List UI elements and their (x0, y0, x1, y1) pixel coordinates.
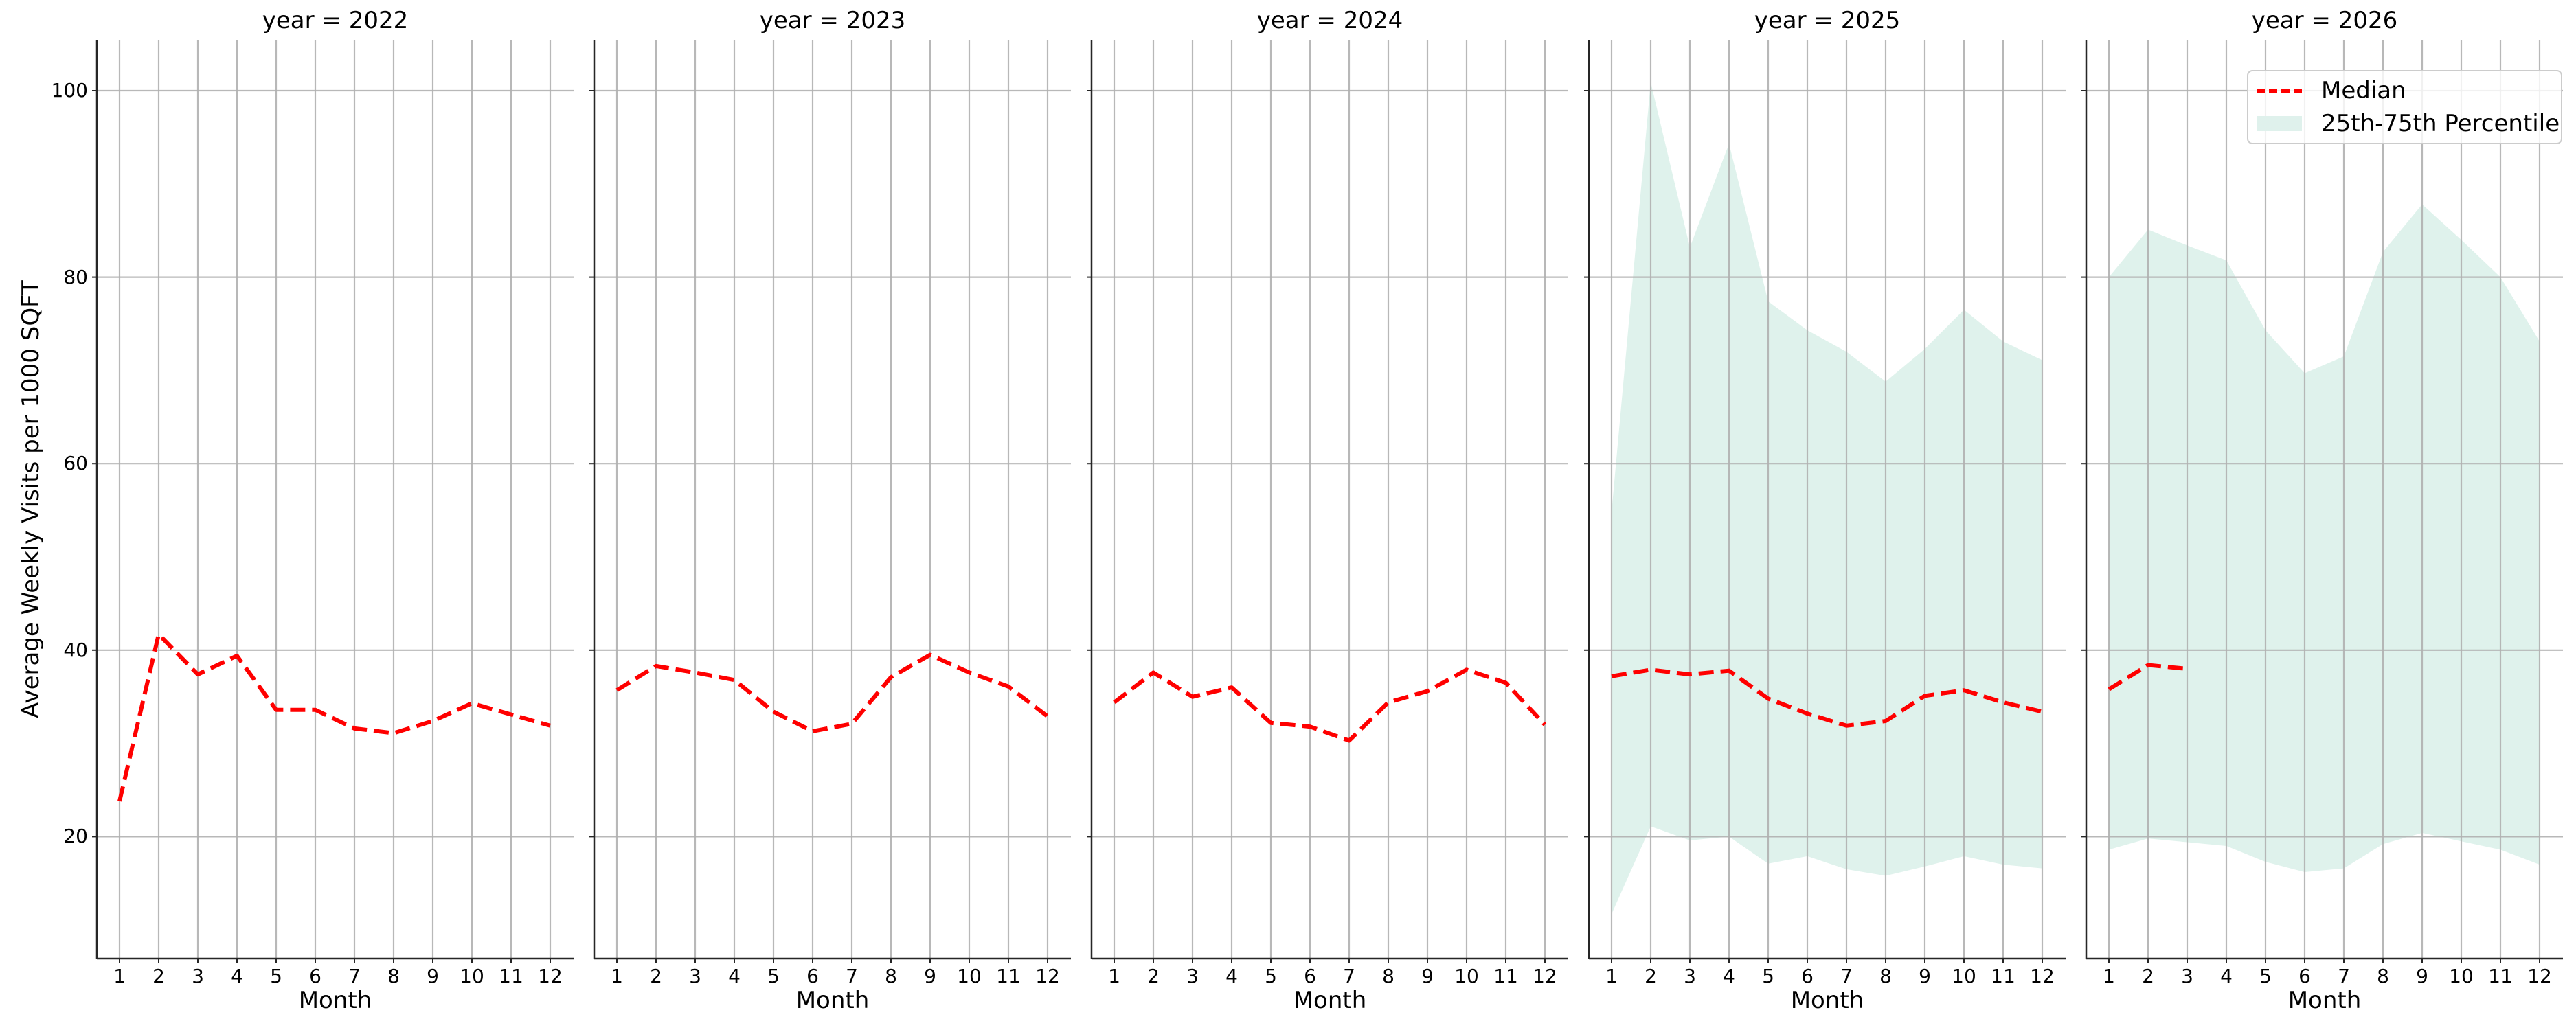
median-line (615, 652, 1049, 733)
x-tick-label: 1 (611, 965, 623, 987)
x-axis-label: Month (1293, 987, 1367, 1014)
x-tick-label: 6 (309, 965, 321, 987)
x-tick-label: 4 (728, 965, 741, 987)
x-tick-label: 10 (1952, 965, 1976, 987)
x-tick-label: 8 (387, 965, 400, 987)
median-line (2108, 663, 2188, 691)
x-tick-label: 6 (1801, 965, 1814, 987)
panel-2026 (2081, 40, 2563, 963)
x-tick-label: 4 (231, 965, 243, 987)
x-tick-label: 4 (2220, 965, 2233, 987)
x-tick-label: 3 (192, 965, 204, 987)
x-axis-label: Month (2287, 987, 2362, 1014)
x-axis-label: Month (298, 987, 372, 1014)
panel-2025 (1584, 40, 2066, 963)
x-tick-label: 6 (806, 965, 819, 987)
x-tick-label: 8 (885, 965, 897, 987)
x-tick-label: 6 (1304, 965, 1316, 987)
x-tick-label: 2 (2142, 965, 2154, 987)
y-tick-label: 40 (63, 638, 88, 661)
x-tick-label: 7 (1343, 965, 1355, 987)
panel-2022 (92, 40, 574, 963)
x-tick-label: 2 (152, 965, 165, 987)
x-tick-label: 7 (846, 965, 858, 987)
legend: Median 25th-75th Percentile (2247, 70, 2562, 144)
x-tick-label: 11 (996, 965, 1021, 987)
y-tick-label: 60 (63, 452, 88, 475)
x-tick-label: 3 (1186, 965, 1199, 987)
x-tick-label: 7 (2338, 965, 2350, 987)
x-tick-label: 3 (689, 965, 701, 987)
x-tick-label: 12 (1035, 965, 1060, 987)
legend-label-median: Median (2321, 77, 2406, 104)
x-tick-label: 12 (2030, 965, 2055, 987)
x-tick-label: 12 (538, 965, 563, 987)
legend-item-median: Median (2248, 77, 2561, 104)
x-tick-label: 9 (924, 965, 936, 987)
x-tick-label: 3 (2181, 965, 2193, 987)
x-tick-label: 12 (1533, 965, 1557, 987)
legend-label-percentile: 25th-75th Percentile (2321, 110, 2560, 137)
dashed-line-icon (2257, 89, 2302, 93)
panel-title-2023: year = 2023 (759, 7, 906, 34)
median-line (117, 632, 551, 802)
x-tick-label: 1 (1108, 965, 1120, 987)
y-tick-label: 20 (63, 825, 88, 848)
panel-title-2024: year = 2024 (1256, 7, 1403, 34)
x-tick-label: 5 (767, 965, 780, 987)
x-tick-label: 10 (2449, 965, 2474, 987)
panel-title-2025: year = 2025 (1754, 7, 1901, 34)
x-tick-label: 10 (957, 965, 982, 987)
x-tick-label: 7 (348, 965, 361, 987)
panel-2024 (1087, 40, 1568, 963)
x-axis-label: Month (1790, 987, 1864, 1014)
x-tick-label: 9 (2416, 965, 2428, 987)
x-tick-label: 10 (1454, 965, 1479, 987)
x-tick-label: 11 (1493, 965, 1518, 987)
x-tick-label: 5 (1265, 965, 1277, 987)
x-tick-label: 9 (1421, 965, 1434, 987)
x-tick-label: 11 (499, 965, 523, 987)
x-tick-label: 1 (1605, 965, 1618, 987)
x-tick-label: 6 (2298, 965, 2311, 987)
x-tick-label: 4 (1225, 965, 1238, 987)
x-tick-label: 2 (1147, 965, 1160, 987)
x-tick-label: 5 (1762, 965, 1774, 987)
panel-2023 (589, 40, 1071, 963)
x-tick-label: 11 (2488, 965, 2513, 987)
x-tick-label: 5 (270, 965, 282, 987)
y-tick-label: 100 (51, 79, 88, 102)
x-tick-label: 8 (2377, 965, 2389, 987)
median-line (1611, 667, 2043, 728)
x-axis-label: Month (795, 987, 870, 1014)
x-tick-label: 10 (460, 965, 484, 987)
x-tick-label: 12 (2527, 965, 2552, 987)
x-tick-label: 4 (1723, 965, 1735, 987)
x-tick-label: 1 (2103, 965, 2115, 987)
band-swatch-icon (2257, 116, 2302, 131)
x-tick-label: 8 (1879, 965, 1892, 987)
x-tick-label: 11 (1991, 965, 2015, 987)
y-tick-label: 80 (63, 265, 88, 288)
x-tick-label: 8 (1382, 965, 1394, 987)
panel-title-2022: year = 2022 (262, 7, 409, 34)
panel-title-2026: year = 2026 (2251, 7, 2398, 34)
x-tick-label: 1 (113, 965, 126, 987)
x-tick-label: 2 (650, 965, 662, 987)
percentile-band (2109, 204, 2540, 873)
x-tick-label: 2 (1645, 965, 1657, 987)
legend-item-percentile: 25th-75th Percentile (2248, 110, 2561, 137)
x-tick-label: 3 (1684, 965, 1696, 987)
x-tick-label: 7 (1840, 965, 1853, 987)
median-line (1113, 667, 1547, 743)
x-tick-label: 9 (1919, 965, 1931, 987)
x-tick-label: 5 (2259, 965, 2272, 987)
x-tick-label: 9 (427, 965, 439, 987)
percentile-band (1612, 82, 2042, 915)
